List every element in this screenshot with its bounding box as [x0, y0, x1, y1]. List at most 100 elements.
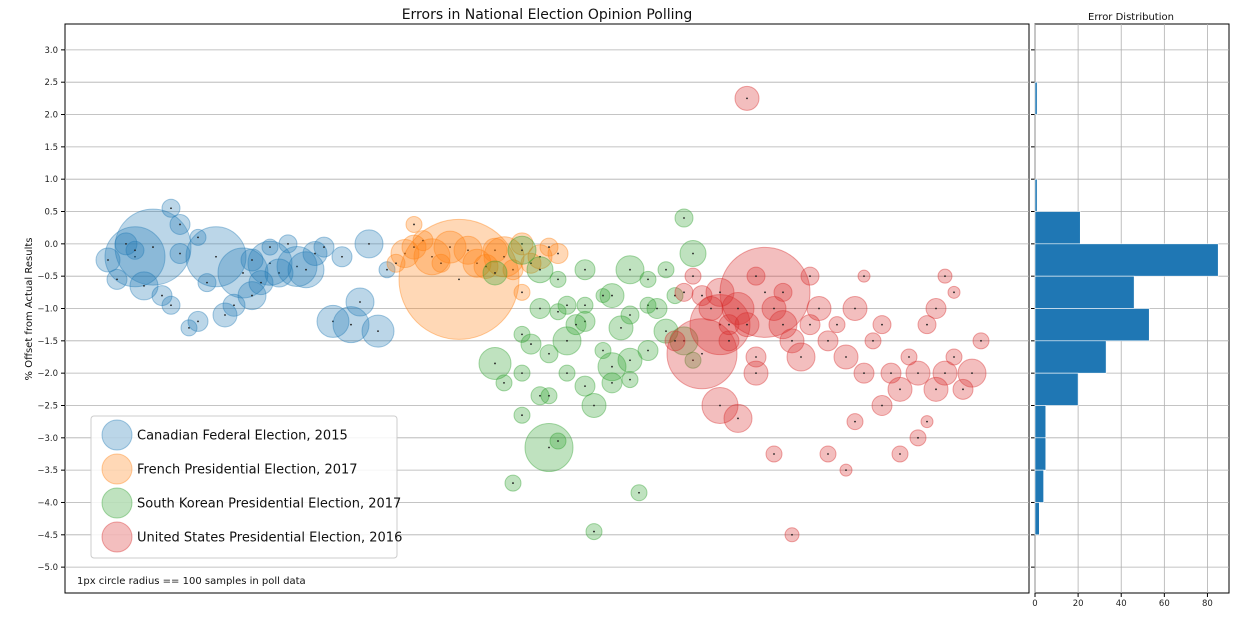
y-tick-label: −0.5 [37, 272, 58, 282]
data-point-center [323, 246, 325, 248]
y-tick-label: −2.5 [37, 401, 58, 411]
data-point-center [728, 339, 730, 342]
data-point-center [755, 372, 757, 375]
histogram-x-ticks: 0 20 40 60 80 [1032, 593, 1213, 609]
data-point-center [692, 252, 694, 255]
data-point-center [170, 207, 172, 210]
data-point-center [719, 323, 721, 326]
data-point-center [845, 356, 847, 358]
data-point-center [629, 314, 631, 316]
data-point-center [962, 388, 964, 391]
legend-box [90, 415, 398, 559]
data-point-center [233, 304, 235, 307]
legend-marker [101, 419, 133, 451]
data-point-center [611, 365, 613, 368]
data-point-center [656, 307, 658, 310]
y-axis-label: % Offset from Actual Results [24, 238, 35, 381]
histogram-bar [1034, 437, 1047, 471]
data-point-center [251, 259, 253, 261]
data-point-center [278, 272, 280, 274]
histogram-bar [1034, 502, 1040, 536]
histogram-title: Error Distribution [1088, 12, 1174, 23]
data-point-center [800, 356, 802, 358]
data-point-center [566, 339, 568, 342]
data-point-center [809, 275, 811, 278]
data-point-center [908, 356, 910, 358]
data-point-center [512, 268, 514, 271]
data-point-center [512, 482, 514, 484]
data-point-center [134, 255, 136, 258]
data-point-center [890, 372, 892, 375]
data-point-center [152, 246, 154, 248]
data-point-center [818, 307, 820, 310]
data-point-center [521, 372, 523, 375]
annotation-note: 1px circle radius == 100 samples in poll… [77, 576, 306, 587]
data-point-center [782, 291, 784, 294]
data-point-center [674, 294, 676, 297]
data-point-center [584, 304, 586, 307]
data-point-center [449, 246, 451, 248]
data-point-center [251, 294, 253, 297]
y-tick-label: 1.5 [44, 143, 58, 153]
data-point-center [872, 339, 874, 342]
data-point-center [719, 291, 721, 294]
histogram-bar [1034, 308, 1150, 342]
data-point-center [557, 440, 559, 442]
data-point-center [179, 252, 181, 255]
data-point-center [602, 349, 604, 352]
data-point-center [728, 323, 730, 326]
data-point-center [521, 333, 523, 336]
data-point-center [494, 249, 496, 252]
data-point-center [170, 304, 172, 307]
data-point-center [953, 291, 955, 294]
data-point-center [422, 239, 424, 242]
data-point-center [629, 378, 631, 381]
legend: Canadian Federal Election, 2015 French Pr… [90, 415, 402, 559]
data-point-center [773, 307, 775, 310]
data-point-center [926, 420, 928, 423]
y-tick-label: 0.5 [44, 208, 58, 218]
data-point-center [944, 275, 946, 278]
data-point-center [539, 268, 541, 271]
data-point-center [944, 372, 946, 375]
data-point-center [269, 262, 271, 265]
data-point-center [557, 278, 559, 281]
data-point-center [530, 343, 532, 345]
data-point-center [125, 242, 127, 245]
legend-label: Canadian Federal Election, 2015 [137, 429, 348, 444]
data-point-center [116, 278, 118, 281]
data-point-center [827, 453, 829, 455]
data-point-center [746, 97, 748, 100]
data-point-center [539, 307, 541, 310]
y-tick-label: 0.0 [44, 240, 58, 250]
data-point-center [665, 268, 667, 271]
data-point-center [863, 372, 865, 375]
histogram-bar [1034, 340, 1107, 374]
histogram-bars [1034, 81, 1219, 536]
data-point-center [827, 339, 829, 342]
histogram-gridlines [1034, 24, 1229, 593]
y-tick-label: −1.0 [37, 305, 58, 315]
data-point-center [926, 323, 928, 326]
data-point-center [566, 304, 568, 307]
data-point-center [737, 307, 739, 310]
data-point-center [584, 385, 586, 387]
y-tick-label: −3.5 [37, 466, 58, 476]
y-tick-label: 2.0 [44, 111, 58, 121]
data-point-center [836, 323, 838, 326]
data-point-center [260, 281, 262, 284]
data-point-center [791, 339, 793, 342]
data-point-center [665, 330, 667, 333]
data-point-center [476, 262, 478, 265]
legend-marker [101, 487, 133, 519]
data-point-center [368, 242, 370, 245]
histogram-bar [1034, 211, 1081, 245]
data-point-center [701, 352, 703, 355]
y-tick-label: 2.5 [44, 78, 58, 88]
data-point-center [710, 307, 712, 310]
data-point-center [548, 394, 550, 397]
data-point-center [143, 284, 145, 287]
histogram-bar [1034, 405, 1047, 439]
y-tick-label: −4.0 [37, 498, 58, 508]
